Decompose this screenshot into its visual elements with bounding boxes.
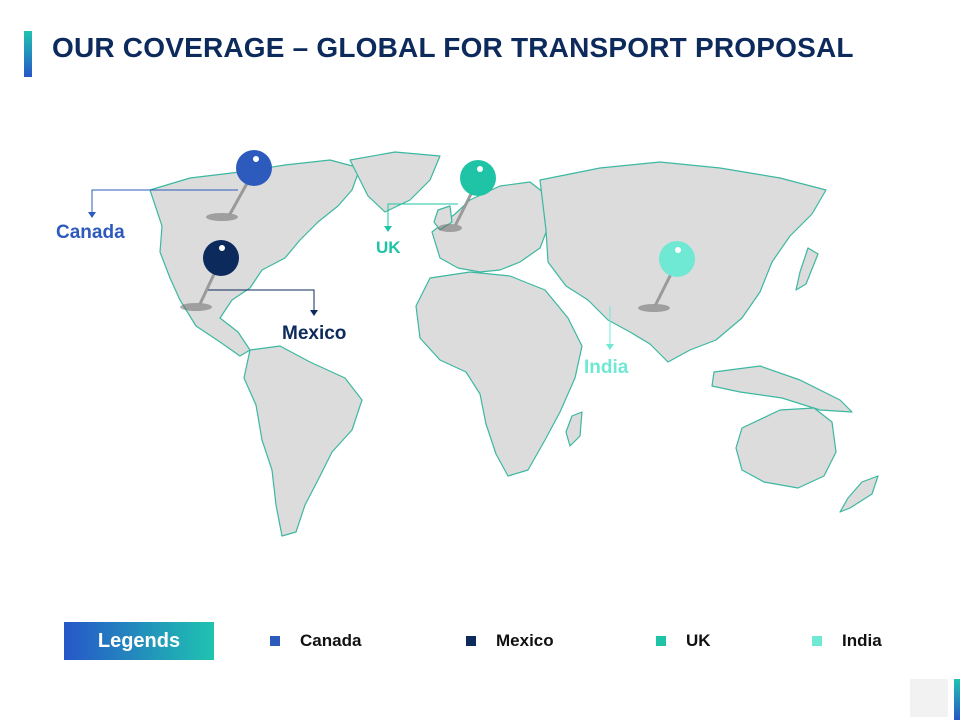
uk-arrowhead (384, 226, 392, 232)
map-label-uk: UK (376, 238, 401, 257)
canada-pin-highlight (253, 156, 259, 162)
legend-label-uk: UK (686, 631, 711, 650)
legend-swatch-uk (656, 636, 666, 646)
legend-title: Legends (64, 622, 214, 660)
uk-connector-line (387, 203, 458, 228)
madagascar-shape (565, 411, 583, 447)
legend-swatch-india (812, 636, 822, 646)
legend-swatch-canada (270, 636, 280, 646)
mexico-arrowhead (310, 310, 318, 316)
map-label-canada: Canada (56, 222, 125, 243)
legend-swatch-mexico (466, 636, 476, 646)
japan-shape (795, 247, 819, 291)
legend-item-mexico: Mexico (466, 631, 554, 651)
mexico-pin-shadow (180, 303, 212, 311)
sea-islands-shape (711, 365, 853, 413)
greenland-shape (349, 151, 441, 213)
uk-pin-head (460, 160, 496, 196)
mexico-pin-head (203, 240, 239, 276)
mexico-pin-needle (198, 268, 218, 306)
canada-arrowhead (88, 212, 96, 218)
canada-marker[interactable] (88, 150, 272, 221)
legend-item-uk: UK (656, 631, 711, 651)
legend-label-india: India (842, 631, 882, 650)
canada-pin-head (236, 150, 272, 186)
africa-shape (415, 271, 583, 477)
australia-shape (735, 407, 837, 489)
india-marker[interactable] (606, 241, 695, 350)
mexico-pin-highlight (219, 245, 225, 251)
legend-item-canada: Canada (270, 631, 361, 651)
uk-marker[interactable] (384, 160, 496, 232)
south-america-shape (243, 345, 363, 537)
new-zealand-shape (839, 475, 879, 513)
legend-label-canada: Canada (300, 631, 362, 650)
india-pin-shadow (638, 304, 670, 312)
canada-pin-shadow (206, 213, 238, 221)
map-label-india: India (584, 357, 629, 378)
legend-item-india: India (812, 631, 882, 651)
canada-connector-line (91, 189, 238, 214)
title-accent-bar (24, 31, 32, 77)
legend-label-mexico: Mexico (496, 631, 554, 650)
map-label-mexico: Mexico (282, 323, 347, 344)
corner-accent-bar (954, 679, 960, 720)
uk-pin-highlight (477, 166, 483, 172)
europe-shape (431, 181, 551, 273)
uk-pin-shadow (438, 224, 462, 232)
page-title: OUR COVERAGE – GLOBAL FOR TRANSPORT PROP… (52, 32, 854, 63)
india-pin-highlight (675, 247, 681, 253)
india-arrowhead (606, 344, 614, 350)
corner-decoration-box (910, 679, 948, 717)
india-pin-needle (654, 270, 674, 306)
mexico-connector-line (208, 289, 315, 312)
india-pin-head (659, 241, 695, 277)
mexico-marker[interactable] (180, 240, 318, 316)
